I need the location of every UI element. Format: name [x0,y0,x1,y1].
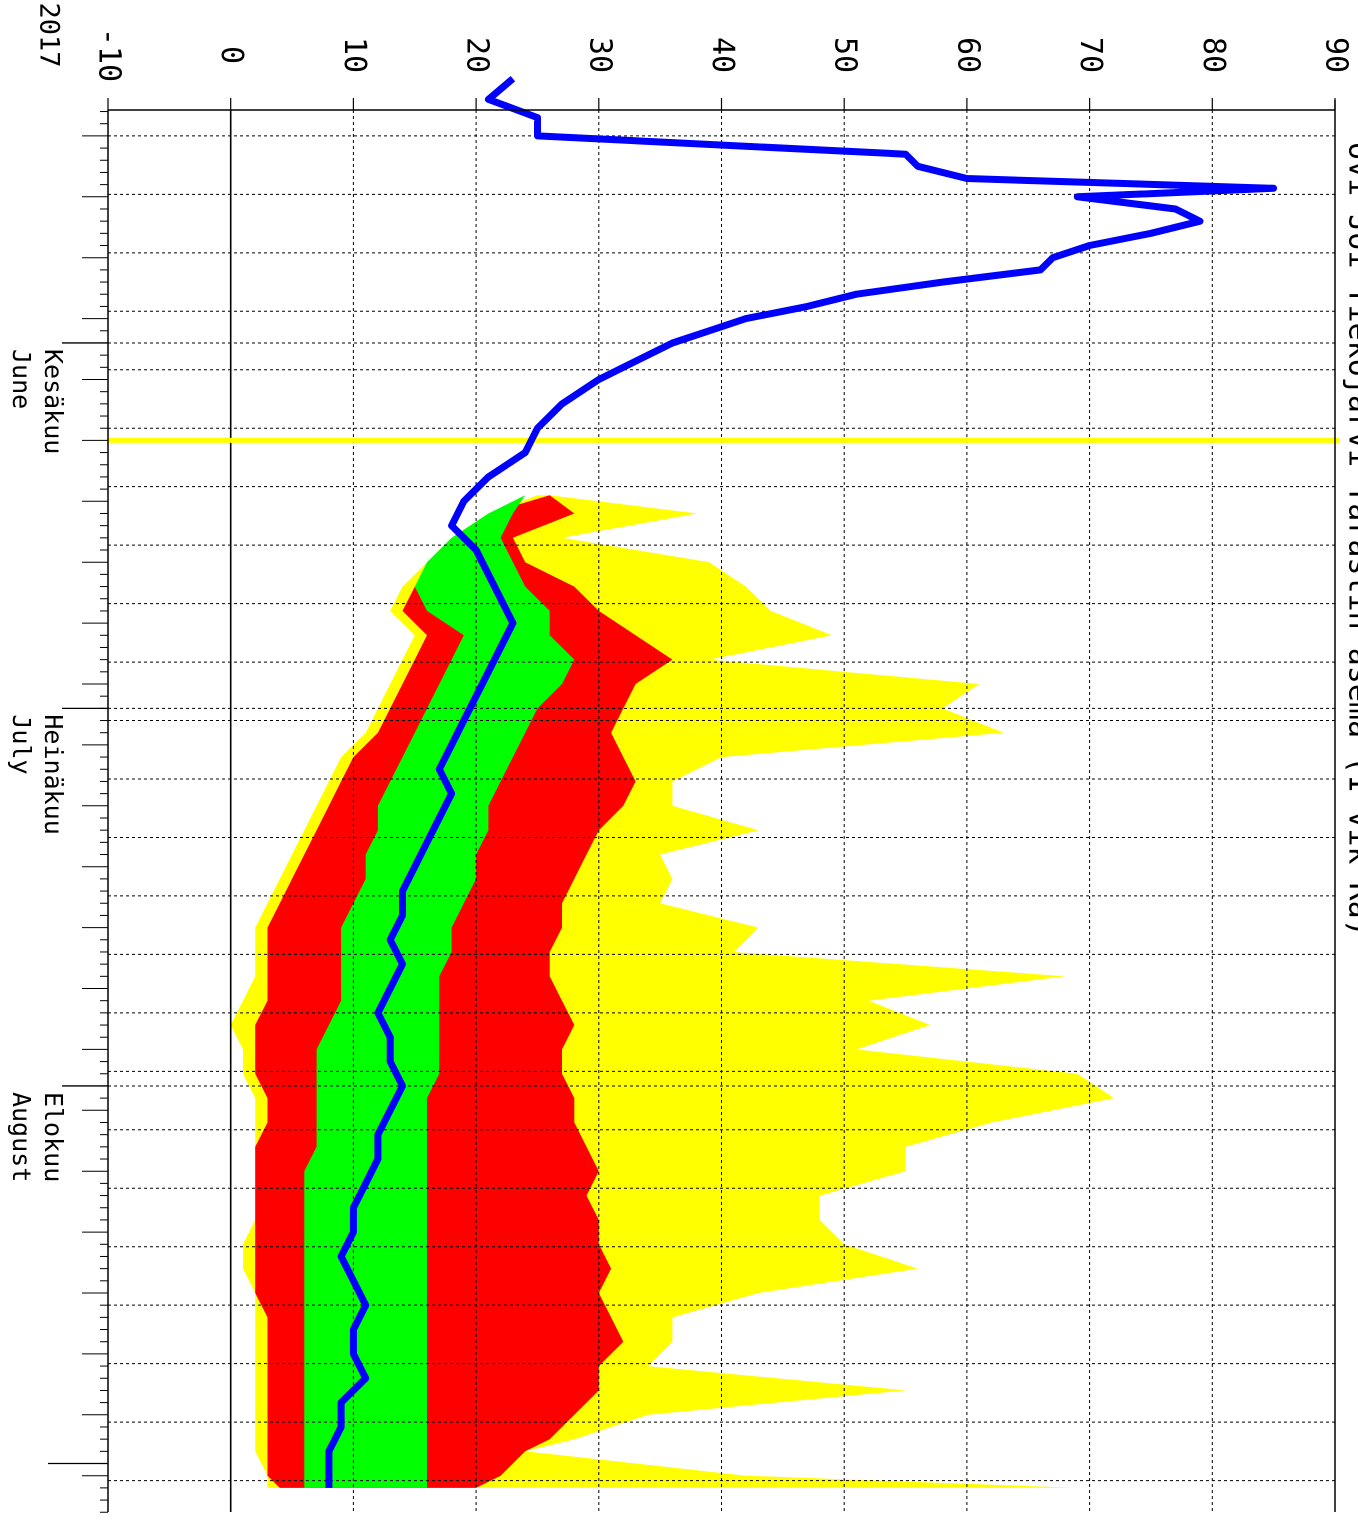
chart-title-fragment: ovi Joi Tiekojärvi Tarastin asema (1 vik… [1342,142,1358,937]
value-tick-label: 90 [1319,37,1354,73]
value-tick-label: 30 [582,37,617,73]
value-tick-label: 80 [1196,37,1231,73]
month-label-fi: Kesäkuu [39,349,68,454]
year-label: 2017 [34,2,65,67]
value-tick-label: 70 [1073,37,1108,73]
month-label-en: August [7,1092,36,1182]
value-tick-label: 0 [214,46,249,64]
month-label-en: June [7,349,36,409]
value-tick-label: 60 [950,37,985,73]
month-label-fi: Heinäkuu [39,714,68,834]
month-label-en: July [7,714,36,774]
value-tick-label: 40 [705,37,740,73]
band-layer [231,495,1114,1488]
value-tick-label: -10 [92,28,127,82]
value-tick-label: 20 [460,37,495,73]
value-tick-label: 10 [337,37,372,73]
value-tick-label: 50 [828,37,863,73]
month-label-fi: Elokuu [39,1092,68,1182]
